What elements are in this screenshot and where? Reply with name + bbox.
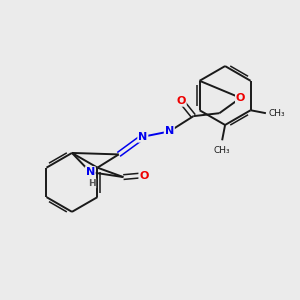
Text: O: O	[176, 96, 186, 106]
Text: O: O	[139, 171, 149, 181]
Text: O: O	[236, 93, 245, 103]
Text: CH₃: CH₃	[214, 146, 230, 154]
Text: CH₃: CH₃	[268, 109, 285, 118]
Text: H: H	[88, 179, 95, 188]
Text: N: N	[138, 132, 147, 142]
Text: N: N	[85, 167, 95, 177]
Text: N: N	[165, 126, 174, 136]
